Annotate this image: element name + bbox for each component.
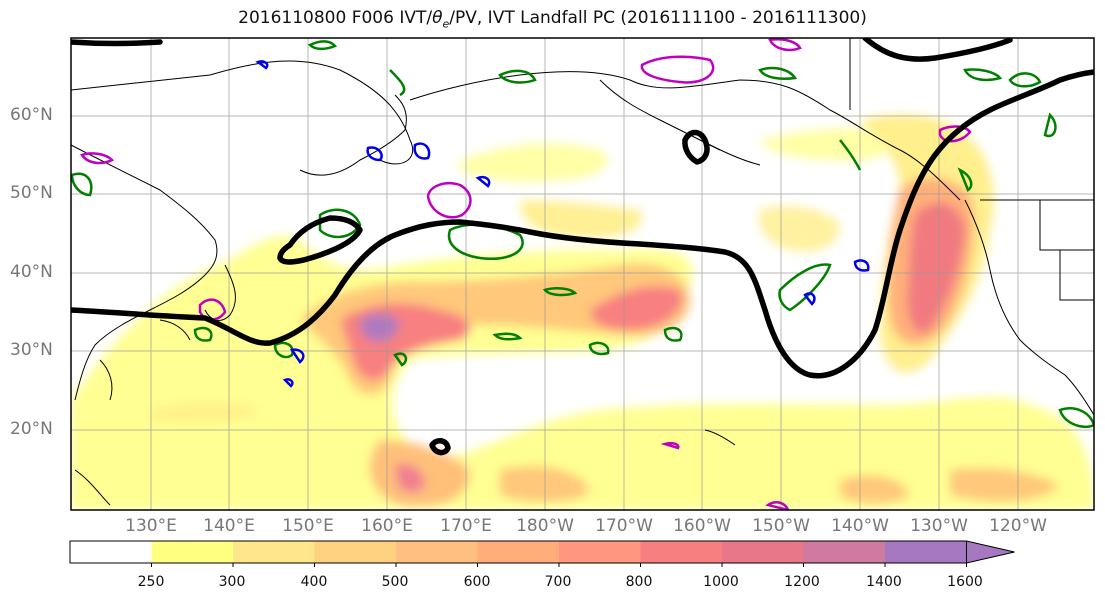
lat-label-20: 20°N	[10, 419, 53, 439]
map-frame	[70, 37, 1095, 511]
title-theta: θ	[432, 8, 443, 28]
lat-label-60: 60°N	[10, 105, 53, 125]
colorbar-swatch	[722, 541, 804, 563]
lon-label-170w: 170°W	[595, 516, 653, 536]
map-content	[71, 38, 1094, 510]
lon-label-130e: 130°E	[125, 516, 177, 536]
title-prefix: 2016110800 F006 IVT/	[238, 8, 433, 28]
pv-contours-blue	[255, 60, 870, 388]
title-suffix: /PV, IVT Landfall PC (2016111100 - 20161…	[449, 8, 867, 28]
colorbar-tick-700: 700	[544, 574, 572, 590]
pv-contours-magenta	[80, 38, 972, 510]
colorbar-swatch	[885, 541, 967, 563]
colorbar-swatch	[640, 541, 723, 563]
coastlines	[71, 38, 1094, 506]
colorbar-swatch	[70, 541, 152, 563]
colorbar-tick-400: 400	[300, 574, 328, 590]
lon-label-130w: 130°W	[910, 516, 968, 536]
colorbar-tick-1200: 1200	[784, 574, 820, 590]
lon-label-120w: 120°W	[989, 516, 1047, 536]
lat-label-50: 50°N	[10, 183, 53, 203]
colorbar-swatch	[559, 541, 641, 563]
colorbar-tick-1000: 1000	[703, 574, 739, 590]
graticule	[71, 38, 1094, 510]
colorbar-swatch	[151, 541, 234, 563]
theta-e-contour	[71, 38, 1094, 456]
colorbar-swatch	[477, 541, 560, 563]
colorbar-extend-arrow	[966, 540, 1015, 564]
lon-label-150e: 150°E	[282, 516, 334, 536]
map-title: 2016110800 F006 IVT/θe/PV, IVT Landfall …	[0, 8, 1105, 30]
colorbar-tick-250: 250	[137, 574, 165, 590]
colorbar-frame	[69, 540, 967, 564]
colorbar-tick-600: 600	[463, 574, 491, 590]
colorbar-swatch	[803, 541, 886, 563]
lat-label-30: 30°N	[10, 340, 53, 360]
colorbar-tick-1400: 1400	[866, 574, 902, 590]
lon-label-180w: 180°W	[516, 516, 574, 536]
colorbar-tick-300: 300	[218, 574, 246, 590]
lon-label-160e: 160°E	[361, 516, 413, 536]
colorbar-swatch	[233, 541, 315, 563]
lon-label-170e: 170°E	[440, 516, 492, 536]
colorbar-swatch	[396, 541, 478, 563]
lon-label-140w: 140°W	[831, 516, 889, 536]
colorbar-tick-500: 500	[381, 574, 409, 590]
colorbar-tick-800: 800	[625, 574, 653, 590]
lon-label-160w: 160°W	[673, 516, 731, 536]
lon-label-150w: 150°W	[752, 516, 810, 536]
colorbar-tick-1600: 1600	[947, 574, 983, 590]
lon-label-140e: 140°E	[203, 516, 255, 536]
lat-label-40: 40°N	[10, 262, 53, 282]
title-theta-sub: e	[442, 17, 450, 31]
colorbar-swatch	[314, 541, 397, 563]
colorbar	[69, 540, 1015, 567]
